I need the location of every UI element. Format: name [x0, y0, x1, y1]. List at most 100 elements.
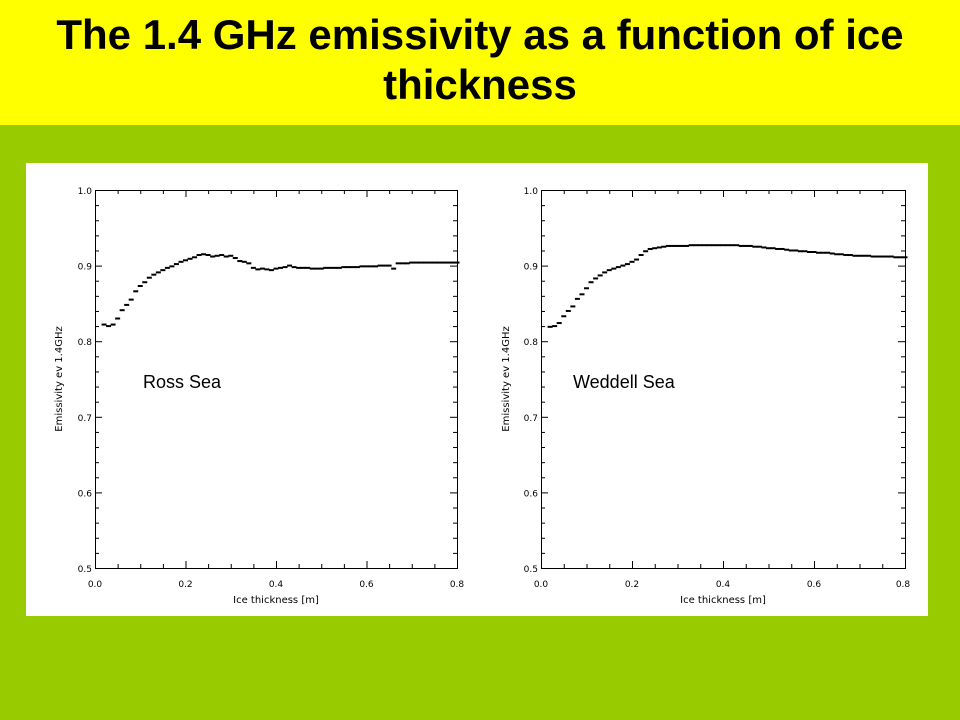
weddell-sea-data-point — [725, 244, 731, 247]
weddell-sea-y-tick-label: 0.5 — [524, 565, 538, 575]
weddell-sea-y-ticks — [541, 190, 905, 569]
weddell-sea-x-tick-label: 0.2 — [625, 580, 639, 590]
weddell-sea-data-point — [852, 254, 858, 257]
ross-sea-x-ticks — [95, 190, 458, 568]
weddell-sea-data-point — [738, 244, 744, 247]
ross-sea-data-point — [115, 317, 121, 320]
weddell-sea-data-point — [556, 322, 562, 325]
ross-sea-data-point — [386, 264, 392, 267]
weddell-sea-data-series — [547, 244, 908, 328]
weddell-sea-y-tick-label: 0.7 — [524, 414, 538, 424]
ross-sea-y-tick-label: 0.6 — [78, 489, 93, 499]
ross-sea-y-axis-label: Emissivity ev 1.4GHz — [54, 326, 65, 431]
weddell-sea-data-point — [606, 269, 612, 272]
weddell-sea-data-point — [584, 287, 589, 290]
weddell-sea-y-tick-label: 0.8 — [524, 338, 539, 348]
weddell-sea-data-point — [670, 244, 676, 247]
weddell-sea-data-point — [820, 251, 826, 254]
ross-sea-data-point — [214, 254, 220, 257]
ross-sea-data-point — [178, 260, 184, 263]
ross-sea-y-tick-label: 1.0 — [78, 187, 93, 197]
ross-sea-x-tick-label: 0.0 — [88, 580, 103, 590]
weddell-sea-data-point — [588, 281, 594, 284]
ross-sea-data-point — [101, 323, 107, 326]
weddell-sea-data-point — [715, 244, 721, 247]
ross-sea-data-point — [382, 264, 388, 267]
weddell-sea-x-tick-label: 0.0 — [534, 580, 549, 590]
ross-sea-data-point — [259, 267, 265, 270]
weddell-sea-data-point — [806, 250, 812, 253]
weddell-sea-data-point — [638, 254, 644, 257]
ross-sea-data-point — [210, 255, 216, 258]
weddell-sea-y-axis-label: Emissivity ev 1.4GHz — [501, 326, 512, 431]
weddell-sea-data-point — [752, 245, 758, 248]
ross-sea-data-point — [173, 263, 179, 266]
ross-sea-data-point — [287, 264, 293, 267]
ross-sea-data-point — [241, 260, 247, 263]
weddell-sea-data-point — [634, 258, 640, 261]
weddell-sea-data-point — [784, 248, 790, 251]
weddell-sea-plot: 0.0 0.2 0.4 0.6 0.8 0.5 0.6 0.7 0.8 0.9 … — [501, 187, 910, 606]
weddell-sea-data-point — [684, 244, 690, 247]
ross-sea-data-point — [300, 266, 306, 269]
ross-sea-data-point — [350, 266, 356, 269]
weddell-sea-data-point — [816, 251, 822, 254]
ross-sea-data-point — [449, 261, 455, 264]
ross-sea-data-point — [291, 266, 297, 269]
weddell-sea-data-point — [861, 254, 867, 257]
weddell-sea-data-point — [893, 256, 899, 259]
ross-sea-data-point — [119, 309, 125, 312]
ross-sea-data-point — [309, 267, 315, 270]
ross-sea-data-point — [146, 276, 152, 279]
ross-sea-data-point — [264, 268, 270, 271]
weddell-sea-data-point — [561, 315, 567, 318]
weddell-sea-data-point — [688, 244, 694, 247]
ross-sea-data-point — [106, 325, 112, 328]
ross-sea-data-point — [341, 266, 347, 269]
weddell-sea-data-point — [747, 244, 753, 247]
weddell-sea-data-point — [615, 266, 621, 269]
ross-sea-data-point — [282, 266, 288, 269]
weddell-sea-y-tick-label: 0.6 — [524, 489, 539, 499]
ross-sea-data-point — [395, 262, 401, 265]
weddell-sea-data-point — [829, 252, 835, 255]
ross-sea-data-point — [377, 264, 383, 267]
weddell-sea-data-point — [675, 244, 680, 247]
ross-sea-plot: 0.0 0.2 0.4 0.6 0.8 0.5 0.6 0.7 0.8 0.9 … — [54, 187, 464, 606]
weddell-sea-data-point — [897, 256, 903, 259]
weddell-sea-data-point — [629, 260, 635, 263]
ross-sea-data-point — [345, 266, 351, 269]
ross-sea-data-point — [155, 271, 161, 274]
weddell-sea-data-point — [825, 251, 831, 254]
ross-sea-data-point — [151, 273, 157, 276]
weddell-sea-data-point — [756, 245, 762, 248]
ross-sea-data-series — [101, 253, 460, 328]
ross-sea-data-point — [160, 269, 166, 272]
ross-sea-y-ticks — [95, 190, 457, 569]
weddell-sea-data-point — [888, 255, 894, 258]
weddell-sea-data-point — [661, 245, 667, 248]
ross-sea-data-point — [305, 266, 311, 269]
ross-sea-data-point — [273, 267, 279, 270]
ross-sea-data-point — [278, 266, 284, 269]
ross-sea-data-point — [436, 261, 442, 264]
weddell-sea-data-point — [802, 250, 808, 253]
ross-sea-data-point — [336, 266, 342, 269]
weddell-sea-x-axis-label: Ice thickness [m] — [680, 595, 766, 606]
weddell-sea-data-point — [693, 244, 699, 247]
weddell-sea-data-point — [720, 244, 726, 247]
weddell-sea-data-point — [565, 309, 571, 312]
ross-sea-data-point — [431, 261, 437, 264]
weddell-sea-x-tick-label: 0.4 — [716, 580, 731, 590]
weddell-sea-data-point — [702, 244, 708, 247]
weddell-sea-data-point — [779, 247, 785, 250]
ross-sea-data-point — [164, 266, 170, 269]
weddell-sea-data-point — [884, 255, 890, 258]
ross-sea-x-tick-label: 0.6 — [359, 580, 374, 590]
ross-sea-data-point — [404, 262, 410, 265]
ross-sea-data-point — [219, 254, 225, 257]
weddell-sea-data-point — [643, 250, 649, 253]
weddell-sea-data-point — [570, 305, 576, 308]
ross-sea-data-point — [391, 267, 397, 270]
weddell-sea-data-point — [647, 247, 653, 250]
